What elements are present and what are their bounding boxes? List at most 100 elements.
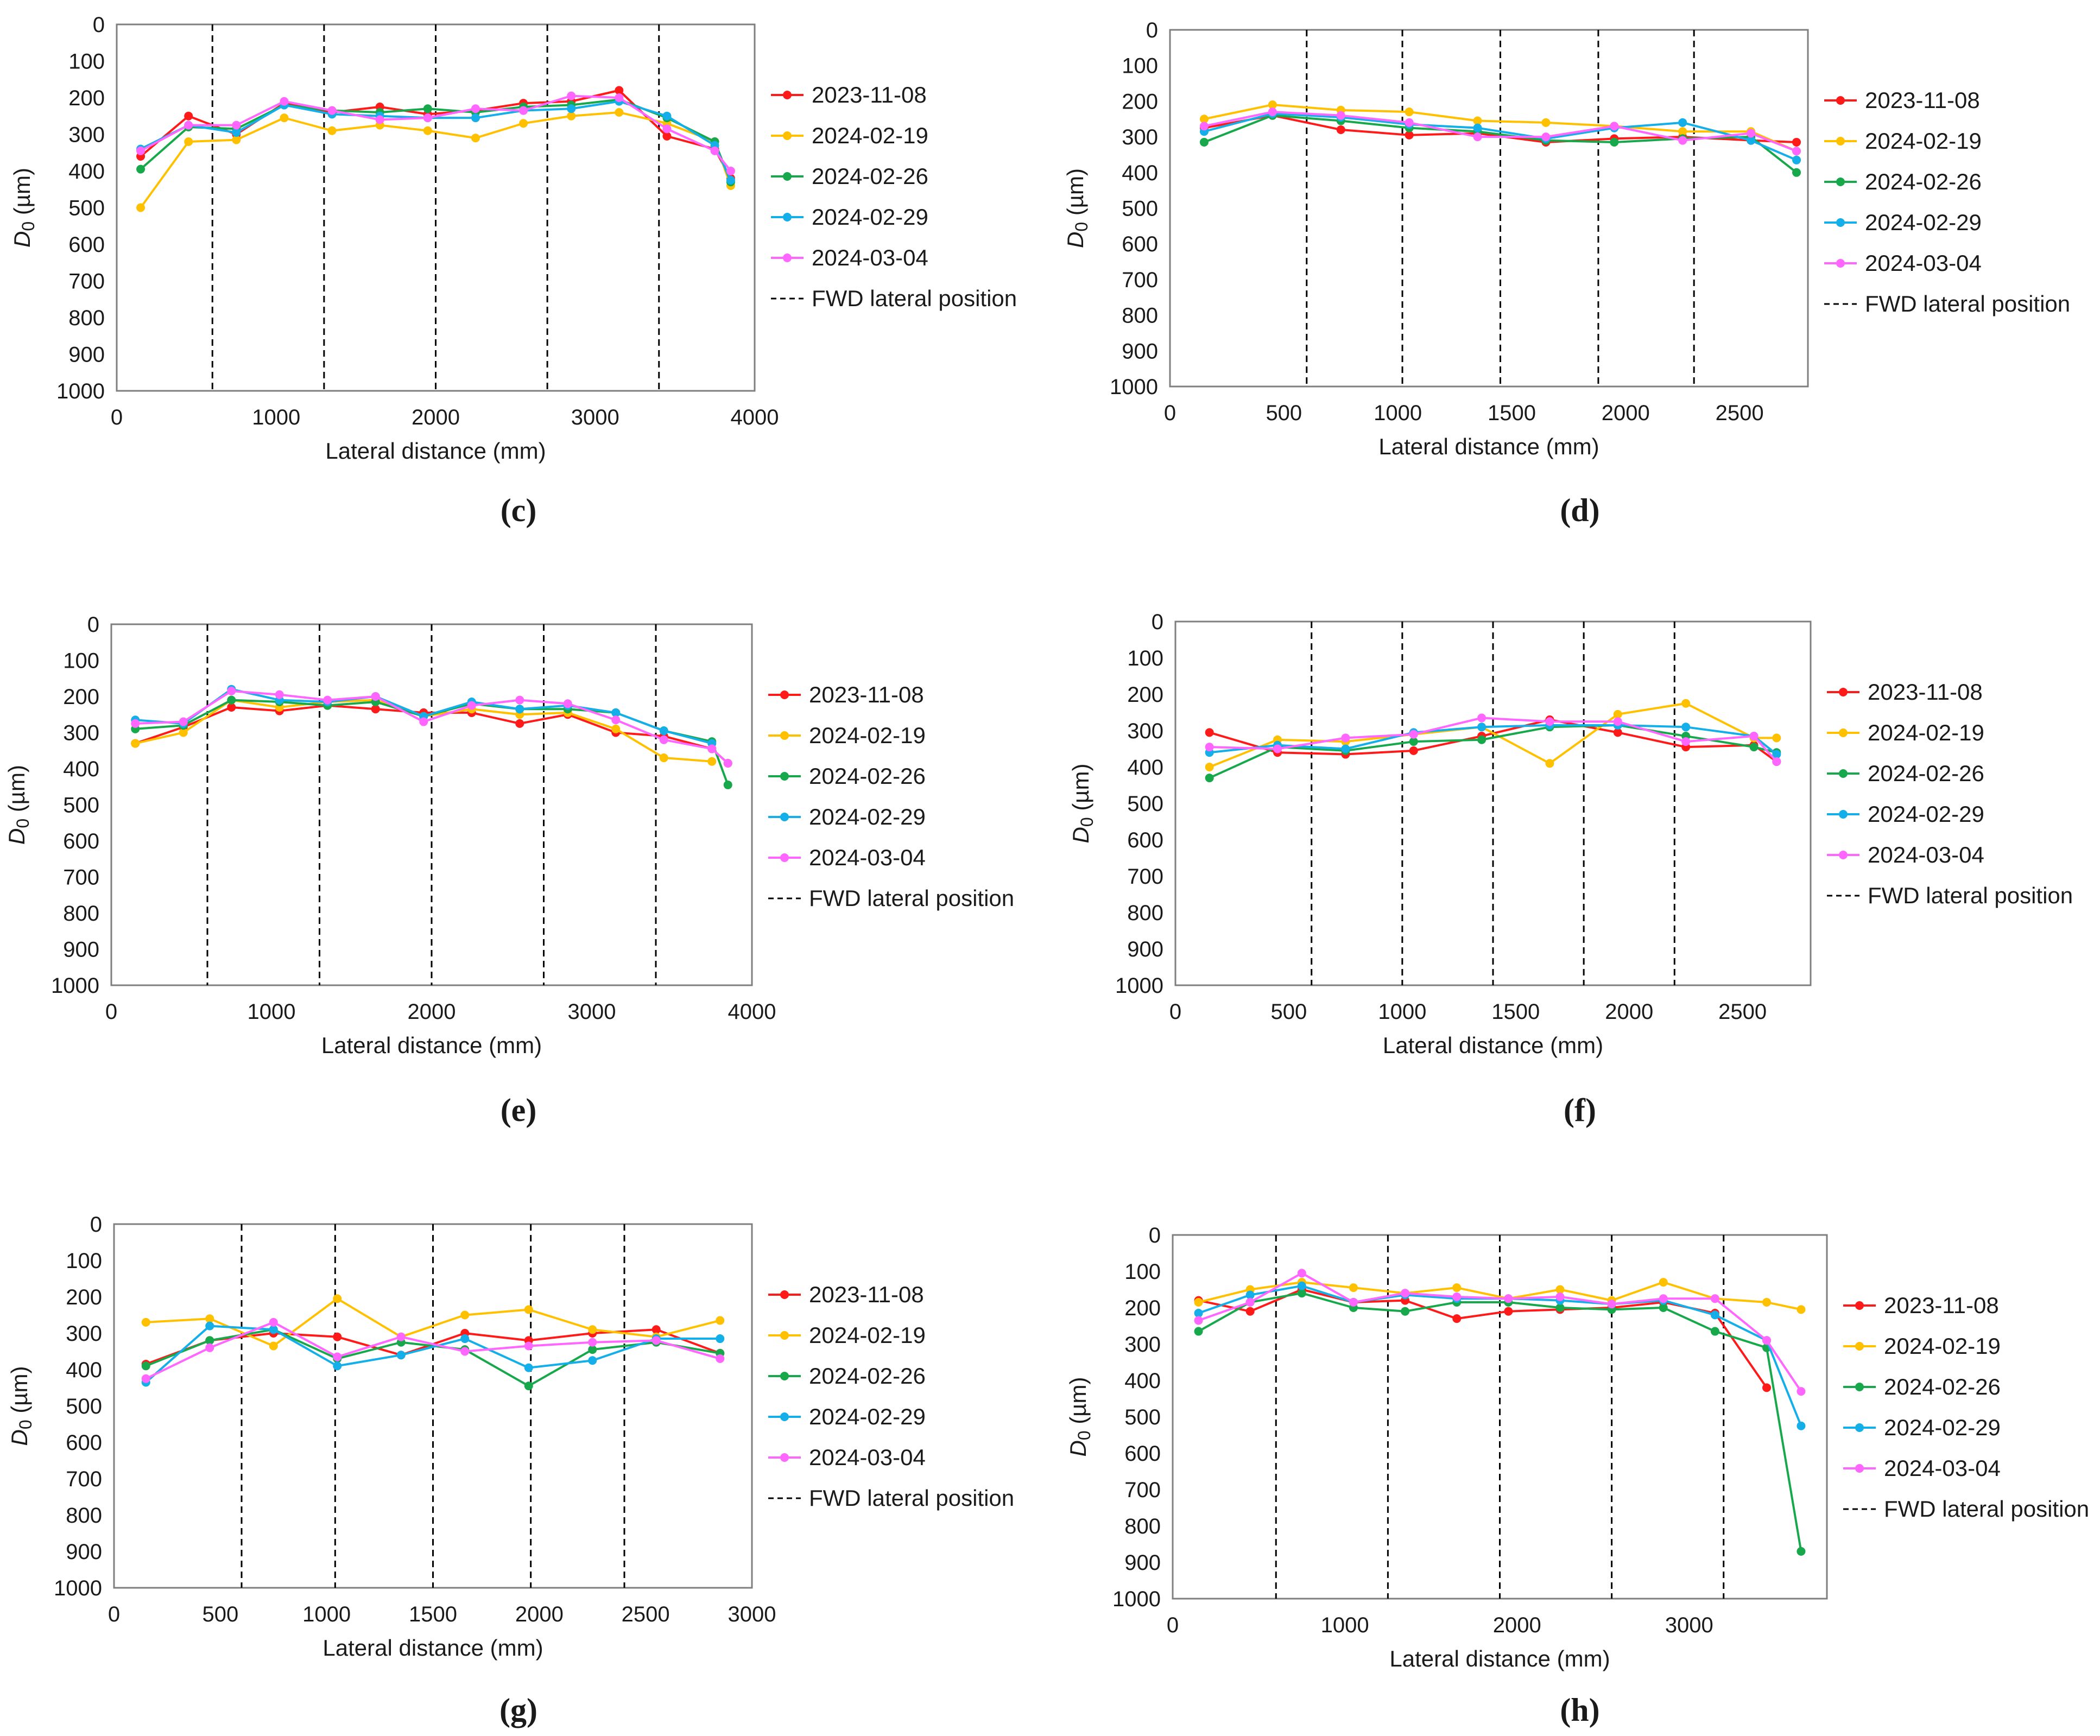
legend-label: 2023-11-08 — [1868, 679, 1983, 705]
data-point — [1797, 1387, 1806, 1396]
data-point — [723, 780, 732, 789]
data-point — [1336, 125, 1345, 134]
y-tick-label: 500 — [1122, 197, 1158, 221]
legend-marker — [783, 172, 792, 181]
legend-marker — [1839, 728, 1848, 737]
y-tick-label: 700 — [1122, 268, 1158, 292]
legend-marker — [1836, 259, 1845, 268]
data-point — [1477, 713, 1487, 723]
x-tick-label: 0 — [1169, 1000, 1181, 1024]
data-point — [184, 111, 193, 121]
data-point — [716, 1354, 725, 1363]
x-tick-label: 2500 — [1716, 401, 1764, 425]
legend-marker — [783, 213, 792, 221]
x-tick-label: 2000 — [515, 1602, 564, 1626]
x-tick-label: 1500 — [409, 1602, 457, 1626]
data-point — [1205, 763, 1214, 771]
y-tick-label: 0 — [93, 13, 105, 37]
data-point — [275, 690, 284, 699]
legend-label: FWD lateral position — [809, 1485, 1014, 1511]
data-point — [1297, 1289, 1306, 1298]
legend-marker — [780, 1453, 789, 1462]
data-point — [1477, 735, 1487, 744]
data-point — [1762, 1297, 1772, 1307]
x-axis-label: Lateral distance (mm) — [325, 438, 546, 464]
data-point — [1405, 107, 1414, 117]
data-point — [1555, 1292, 1565, 1301]
data-point — [1681, 699, 1691, 708]
legend-marker — [1839, 769, 1848, 778]
legend-marker — [1836, 137, 1845, 145]
y-tick-label: 200 — [1122, 90, 1158, 113]
data-point — [1610, 122, 1619, 131]
data-point — [611, 708, 621, 717]
data-point — [1762, 1383, 1772, 1392]
legend-marker — [780, 690, 789, 699]
data-point — [1452, 1314, 1462, 1323]
x-axis-label: Lateral distance (mm) — [321, 1032, 542, 1058]
legend-label: 2024-02-19 — [1865, 128, 1982, 154]
x-tick-label: 3000 — [571, 406, 619, 429]
legend-marker — [1855, 1423, 1864, 1432]
plot-area — [1169, 29, 1809, 388]
data-point — [1205, 743, 1214, 752]
series-line — [140, 94, 732, 172]
y-tick-label: 900 — [1122, 339, 1158, 363]
data-point — [524, 1382, 533, 1391]
y-axis-label: D0 (µm) — [1062, 168, 1091, 248]
data-point — [1613, 728, 1622, 737]
data-point — [1681, 737, 1691, 746]
data-point — [179, 717, 188, 726]
series-line — [145, 1321, 720, 1380]
data-point — [651, 1325, 661, 1334]
data-point — [1747, 129, 1756, 138]
data-point — [327, 106, 337, 115]
data-point — [1405, 118, 1414, 127]
data-point — [519, 119, 528, 128]
data-point — [1797, 1421, 1806, 1430]
data-point — [1659, 1303, 1668, 1312]
series-line — [1209, 717, 1778, 763]
y-tick-label: 200 — [66, 1285, 102, 1309]
data-point — [419, 717, 428, 726]
series-line — [140, 111, 732, 208]
data-point — [1797, 1305, 1806, 1314]
data-point — [1772, 750, 1781, 759]
x-tick-label: 1000 — [302, 1602, 351, 1626]
y-tick-label: 500 — [1127, 792, 1163, 816]
data-point — [515, 705, 524, 714]
data-point — [1555, 1285, 1565, 1294]
x-axis-label: Lateral distance (mm) — [1383, 1032, 1603, 1058]
data-point — [136, 164, 146, 174]
legend-marker — [1855, 1464, 1864, 1473]
data-point — [323, 695, 332, 705]
legend-label: 2024-03-04 — [809, 845, 926, 870]
data-point — [1405, 130, 1414, 140]
y-tick-label: 300 — [1124, 1333, 1161, 1357]
legend-marker — [780, 813, 789, 821]
data-point — [333, 1361, 342, 1371]
data-point — [662, 131, 672, 141]
y-tick-label: 100 — [1124, 1260, 1161, 1284]
data-point — [659, 735, 668, 744]
y-tick-label: 400 — [68, 160, 105, 183]
y-tick-label: 400 — [66, 1358, 102, 1382]
x-tick-label: 1000 — [1374, 401, 1422, 425]
series-line — [145, 1325, 720, 1383]
y-tick-label: 100 — [66, 1249, 102, 1273]
y-tick-label: 500 — [66, 1395, 102, 1418]
data-point — [1659, 1278, 1668, 1287]
legend-marker — [1855, 1301, 1864, 1310]
data-point — [515, 695, 524, 705]
data-point — [471, 113, 480, 123]
legend-marker — [780, 1331, 789, 1340]
data-point — [205, 1314, 214, 1323]
y-tick-label: 200 — [68, 86, 105, 110]
panel-label: (f) — [1564, 1092, 1596, 1128]
data-point — [1245, 1290, 1255, 1300]
data-point — [1545, 717, 1554, 726]
legend-marker — [1836, 178, 1845, 186]
